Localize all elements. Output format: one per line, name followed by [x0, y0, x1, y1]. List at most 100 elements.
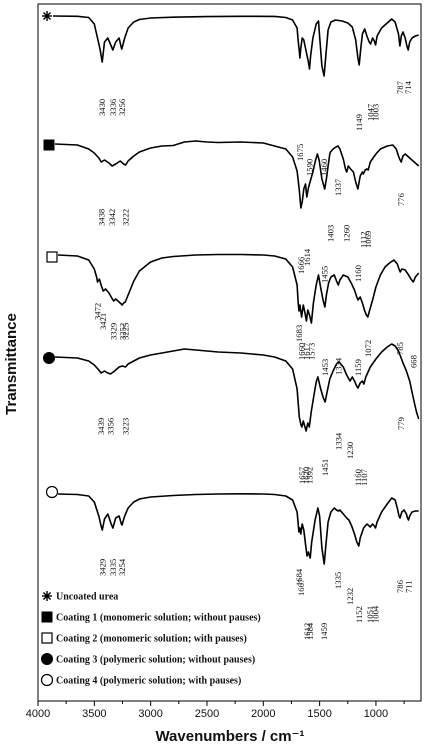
peak-label: 1684	[294, 568, 304, 586]
series-line	[52, 15, 419, 77]
peak-label: 1152	[354, 606, 364, 623]
peak-label: 1592	[304, 467, 314, 484]
peak-label: 1160	[353, 469, 363, 486]
peak-label: 1335	[333, 572, 343, 589]
legend-marker	[41, 653, 53, 665]
legend-label: Coating 2 (monomeric solution; with paus…	[56, 634, 247, 645]
x-axis-ticks: 4000 3500 3000 2500 2000 1500 1000	[26, 701, 405, 720]
peak-label: 1590	[305, 159, 315, 176]
plot-border	[37, 3, 422, 702]
peak-label: 1337	[333, 178, 343, 196]
peak-label: 3225	[120, 323, 130, 340]
series-marker	[42, 11, 52, 21]
plot-frame	[37, 3, 422, 702]
peak-label: 1666	[296, 256, 306, 274]
peak-label: 1660	[297, 343, 307, 360]
series-line	[54, 343, 420, 432]
peak-label: 1675	[295, 144, 305, 161]
peak-label: 1683	[294, 325, 304, 342]
series-line	[57, 493, 419, 565]
peak-label: 1612	[302, 623, 312, 640]
peak-label: 1455	[320, 266, 330, 283]
legend-label: Uncoated urea	[56, 592, 118, 603]
peak-label: 1334	[333, 432, 343, 450]
peak-label: 1403	[326, 225, 336, 242]
peak-label: 786	[395, 579, 405, 593]
x-tick-label: 2000	[251, 708, 275, 720]
peak-label: 1584	[305, 622, 315, 640]
peak-label: 3472	[93, 303, 103, 320]
peak-label: 1453	[320, 359, 330, 376]
legend-marker	[42, 591, 52, 601]
peak-label: 787	[395, 80, 405, 94]
legend: Uncoated urea Coating 1 (monomeric soluti…	[40, 591, 261, 687]
peak-label: 1003	[371, 104, 381, 121]
peak-label: 1159	[353, 359, 363, 376]
peak-label: 1107	[359, 468, 369, 486]
peak-label: 1260	[342, 225, 352, 242]
series-line	[57, 253, 420, 324]
peak-label: 3342	[107, 209, 117, 226]
peak-label: 3421	[98, 313, 108, 330]
peak-label: 714	[403, 80, 413, 94]
peak-label: 785	[395, 342, 405, 355]
peak-label: 3429	[97, 559, 107, 576]
peak-label: 1573	[306, 343, 316, 360]
peak-label: 3335	[108, 559, 118, 576]
peak-label: 776	[396, 192, 406, 206]
peak-label: 1620	[301, 467, 311, 484]
peak-label: 1004	[371, 605, 381, 623]
series-line	[54, 140, 420, 209]
peak-label: 1657	[297, 466, 307, 484]
legend-label: Coating 4 (polymeric solution; with paus…	[56, 676, 241, 687]
peak-label: 1230	[345, 442, 355, 459]
x-tick-label: 1500	[307, 708, 331, 720]
peak-label: 1451	[320, 459, 330, 476]
peak-label: 1232	[345, 588, 355, 605]
y-axis-title: Transmittance	[3, 313, 20, 415]
peak-label: 3438	[96, 209, 106, 226]
x-tick-label: 2500	[195, 708, 219, 720]
peak-label: 3252	[117, 323, 127, 340]
peak-label: 3336	[108, 98, 118, 116]
x-tick-label: 4000	[26, 708, 50, 720]
peak-label: 3329	[109, 323, 119, 340]
series-marker	[45, 485, 59, 499]
peak-label: 1459	[319, 623, 329, 640]
peak-label: 779	[396, 417, 406, 430]
legend-label: Coating 1 (monomeric solution; without p…	[56, 613, 261, 624]
peak-label: 1051	[365, 606, 375, 623]
series-marker	[43, 352, 55, 364]
peak-label: 711	[404, 580, 414, 593]
x-tick-label: 1000	[364, 708, 388, 720]
series-marker	[46, 251, 58, 263]
peak-label: 3430	[97, 99, 107, 116]
peak-label: 1149	[354, 114, 364, 131]
peak-label: 1069	[363, 231, 373, 248]
peak-label: 1617	[301, 342, 311, 360]
peak-label: 1112	[358, 231, 368, 248]
peak-label: 1334	[333, 357, 343, 375]
peak-label: 1160	[353, 265, 363, 282]
legend-label: Coating 3 (polymeric solution; without p…	[56, 655, 255, 666]
legend-marker	[41, 632, 53, 644]
peak-label: 1614	[302, 248, 312, 266]
x-axis-title: Wavenumbers / cm⁻¹	[155, 728, 304, 745]
peak-label: 3256	[117, 98, 127, 116]
series-layer	[52, 15, 420, 565]
x-tick-label: 3500	[82, 708, 106, 720]
legend-marker	[40, 673, 54, 687]
peak-label: 1047	[366, 103, 376, 121]
series-markers	[42, 11, 59, 499]
peak-label: 668	[408, 355, 418, 368]
x-tick-label: 3000	[138, 708, 162, 720]
peak-label: 1667	[296, 578, 306, 596]
peak-label: 1460	[319, 159, 329, 176]
peak-label: 3439	[96, 418, 106, 435]
peak-label: 3222	[121, 209, 131, 226]
series-marker	[43, 139, 55, 151]
